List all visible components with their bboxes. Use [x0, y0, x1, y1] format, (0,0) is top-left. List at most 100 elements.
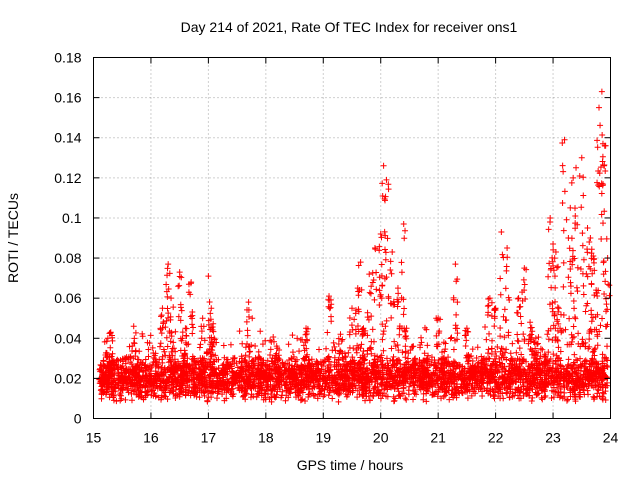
data-point: [373, 286, 380, 293]
data-point: [553, 374, 560, 381]
data-point: [210, 320, 217, 327]
data-point: [571, 305, 578, 312]
data-point: [261, 390, 268, 397]
data-point: [98, 367, 105, 374]
data-point: [491, 305, 498, 312]
data-point: [303, 330, 310, 337]
data-point: [549, 300, 556, 307]
data-point: [497, 395, 504, 402]
data-point: [574, 221, 581, 228]
data-point: [159, 353, 166, 360]
y-tick-label: 0.12: [54, 170, 81, 186]
data-point: [307, 369, 314, 376]
data-point: [162, 324, 169, 331]
data-point: [602, 388, 609, 395]
data-point: [595, 365, 602, 372]
data-point: [453, 311, 460, 318]
data-point: [485, 295, 492, 302]
data-point: [567, 290, 574, 297]
data-point: [382, 381, 389, 388]
data-point: [582, 308, 589, 315]
data-point: [401, 235, 408, 242]
data-point: [141, 362, 148, 369]
data-point: [284, 369, 291, 376]
data-point: [264, 357, 271, 364]
data-point: [183, 325, 190, 332]
data-point: [401, 305, 408, 312]
data-point: [434, 393, 441, 400]
data-point-peak: [578, 154, 585, 161]
data-point: [574, 264, 581, 271]
data-point: [577, 355, 584, 362]
data-point: [405, 355, 412, 362]
data-point: [183, 369, 190, 376]
data-point: [301, 378, 308, 385]
data-point: [420, 390, 427, 397]
data-point: [586, 327, 593, 334]
data-point: [385, 181, 392, 188]
data-point: [223, 356, 230, 363]
data-point: [176, 273, 183, 280]
data-point: [545, 226, 552, 233]
x-axis-ticks: 15 16 17 18 19 20 21 22 23 24: [86, 57, 618, 446]
data-point: [534, 340, 541, 347]
data-point: [148, 364, 155, 371]
data-point: [259, 341, 266, 348]
data-point: [128, 397, 135, 404]
data-point: [181, 363, 188, 370]
data-point: [102, 369, 109, 376]
data-point: [556, 380, 563, 387]
data-point: [413, 391, 420, 398]
data-point: [397, 361, 404, 368]
data-point: [306, 391, 313, 398]
data-point: [504, 390, 511, 397]
data-point: [525, 375, 532, 382]
data-point: [335, 398, 342, 405]
data-point: [582, 357, 589, 364]
data-point: [403, 359, 410, 366]
data-point: [550, 322, 557, 329]
data-point: [528, 324, 535, 331]
data-point: [599, 389, 606, 396]
data-point: [391, 363, 398, 370]
data-point: [367, 376, 374, 383]
data-point: [169, 345, 176, 352]
data-point: [543, 380, 550, 387]
data-point: [604, 306, 611, 313]
x-tick-label: 16: [143, 430, 159, 446]
data-point: [98, 391, 105, 398]
data-point: [580, 192, 587, 199]
data-point: [558, 370, 565, 377]
data-point: [491, 313, 498, 320]
data-point: [345, 382, 352, 389]
data-point: [521, 287, 528, 294]
y-tick-label: 0.18: [54, 50, 81, 66]
data-point: [519, 297, 526, 304]
data-point: [172, 364, 179, 371]
data-point: [326, 305, 333, 312]
data-point: [439, 373, 446, 380]
data-point: [333, 366, 340, 373]
data-point: [162, 393, 169, 400]
data-point: [503, 263, 510, 270]
data-point: [597, 322, 604, 329]
data-point-peak: [165, 261, 172, 268]
data-point: [374, 364, 381, 371]
data-point: [519, 358, 526, 365]
data-point: [159, 359, 166, 366]
data-point: [166, 389, 173, 396]
data-point: [580, 256, 587, 263]
data-point: [473, 354, 480, 361]
data-point: [203, 348, 210, 355]
data-point: [603, 362, 610, 369]
y-tick-label: 0.1: [62, 210, 82, 226]
data-point: [99, 386, 106, 393]
data-point: [227, 388, 234, 395]
data-point-peak: [245, 299, 252, 306]
data-point: [484, 303, 491, 310]
data-point: [382, 323, 389, 330]
data-point: [598, 236, 605, 243]
data-point: [205, 394, 212, 401]
data-point: [204, 397, 211, 404]
data-point: [273, 394, 280, 401]
